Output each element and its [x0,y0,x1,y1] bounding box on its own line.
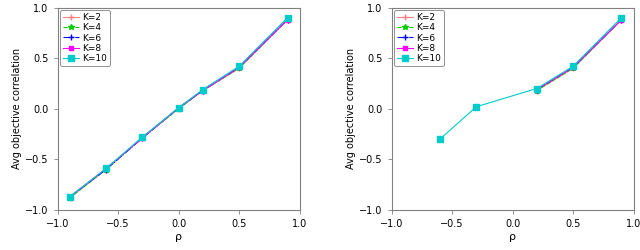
Legend: K=2, K=4, K=6, K=8, K=10: K=2, K=4, K=6, K=8, K=10 [394,10,444,66]
K=4 [569,67,577,70]
Y-axis label: Avg objective correlation: Avg objective correlation [12,48,22,169]
K=2 [199,89,207,92]
K=10 [236,65,243,68]
K=6 [618,18,625,21]
K=10 [533,87,541,90]
K=8 [284,18,291,21]
K=6 [102,168,110,171]
K=2 [618,18,625,21]
X-axis label: ρ: ρ [175,232,182,242]
K=10 [199,88,207,91]
K=10 [175,106,182,109]
K=10 [569,65,577,68]
K=6 [236,66,243,69]
K=4 [102,168,110,171]
K=6 [284,18,291,21]
K=8 [618,18,625,21]
K=8 [102,167,110,170]
K=8 [236,66,243,69]
K=2 [533,89,541,92]
K=4 [175,107,182,110]
K=4 [66,196,74,199]
Line: K=4: K=4 [534,17,624,93]
K=6 [199,89,207,92]
Y-axis label: Avg objective correlation: Avg objective correlation [346,48,356,169]
X-axis label: ρ: ρ [509,232,516,242]
Line: K=10: K=10 [437,15,624,142]
K=10 [102,167,110,170]
K=8 [569,66,577,69]
Line: K=6: K=6 [534,17,624,92]
Line: K=8: K=8 [68,18,289,199]
K=2 [66,196,74,199]
K=6 [175,106,182,109]
K=8 [66,195,74,198]
K=8 [175,106,182,109]
K=10 [284,16,291,19]
K=2 [569,67,577,70]
K=2 [138,136,146,138]
Line: K=2: K=2 [67,17,291,201]
K=4 [138,136,146,140]
K=10 [138,136,146,138]
K=4 [533,89,541,92]
K=4 [236,67,243,70]
K=8 [199,89,207,92]
K=6 [66,195,74,198]
K=10 [66,195,74,198]
K=4 [618,18,625,21]
Line: K=8: K=8 [534,18,623,92]
K=2 [284,18,291,21]
Legend: K=2, K=4, K=6, K=8, K=10: K=2, K=4, K=6, K=8, K=10 [60,10,109,66]
K=6 [138,136,146,140]
Line: K=6: K=6 [67,17,291,200]
K=8 [533,88,541,91]
K=10 [472,105,480,108]
K=8 [138,136,146,140]
Line: K=4: K=4 [67,17,291,201]
K=6 [533,88,541,91]
K=6 [569,66,577,69]
K=10 [436,138,444,140]
Line: K=2: K=2 [534,17,624,93]
K=4 [284,18,291,21]
K=2 [236,67,243,70]
K=2 [175,107,182,110]
K=4 [199,89,207,92]
K=10 [618,16,625,19]
K=2 [102,168,110,171]
Line: K=10: K=10 [67,15,291,200]
